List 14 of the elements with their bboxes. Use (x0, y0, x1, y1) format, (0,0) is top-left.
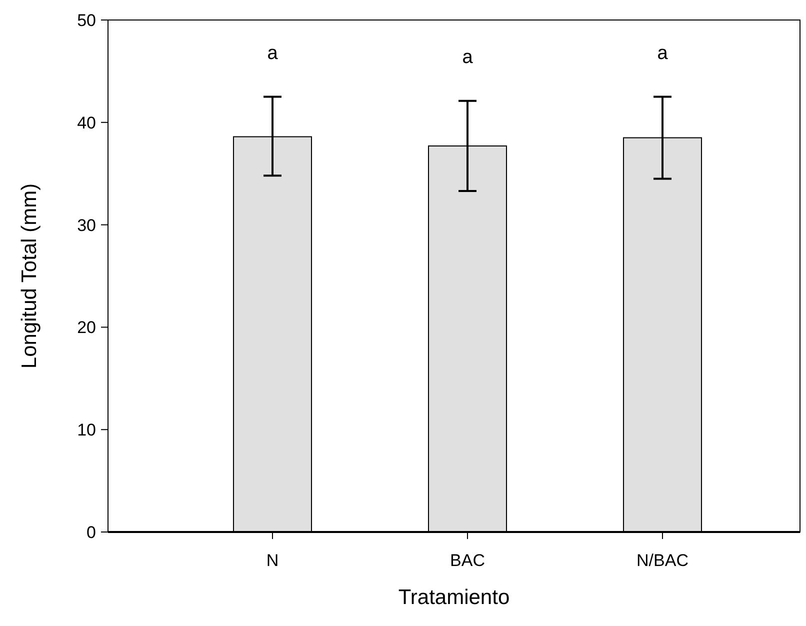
x-axis-title: Tratamiento (398, 586, 510, 609)
annotation: a (462, 46, 474, 68)
y-tick-label: 10 (77, 420, 96, 440)
y-tick-label: 50 (77, 10, 96, 30)
y-tick-label: 40 (77, 113, 96, 132)
x-tick-label: N (266, 551, 279, 570)
annotation: a (267, 42, 278, 64)
x-tick-label: BAC (450, 551, 485, 570)
x-tick-label: N/BAC (636, 551, 688, 570)
y-tick-label: 20 (77, 318, 96, 338)
y-axis-title: Longitud Total (mm) (18, 183, 41, 369)
annotation: a (657, 42, 668, 64)
y-tick-label: 0 (86, 522, 96, 542)
y-tick-label: 30 (77, 216, 96, 235)
